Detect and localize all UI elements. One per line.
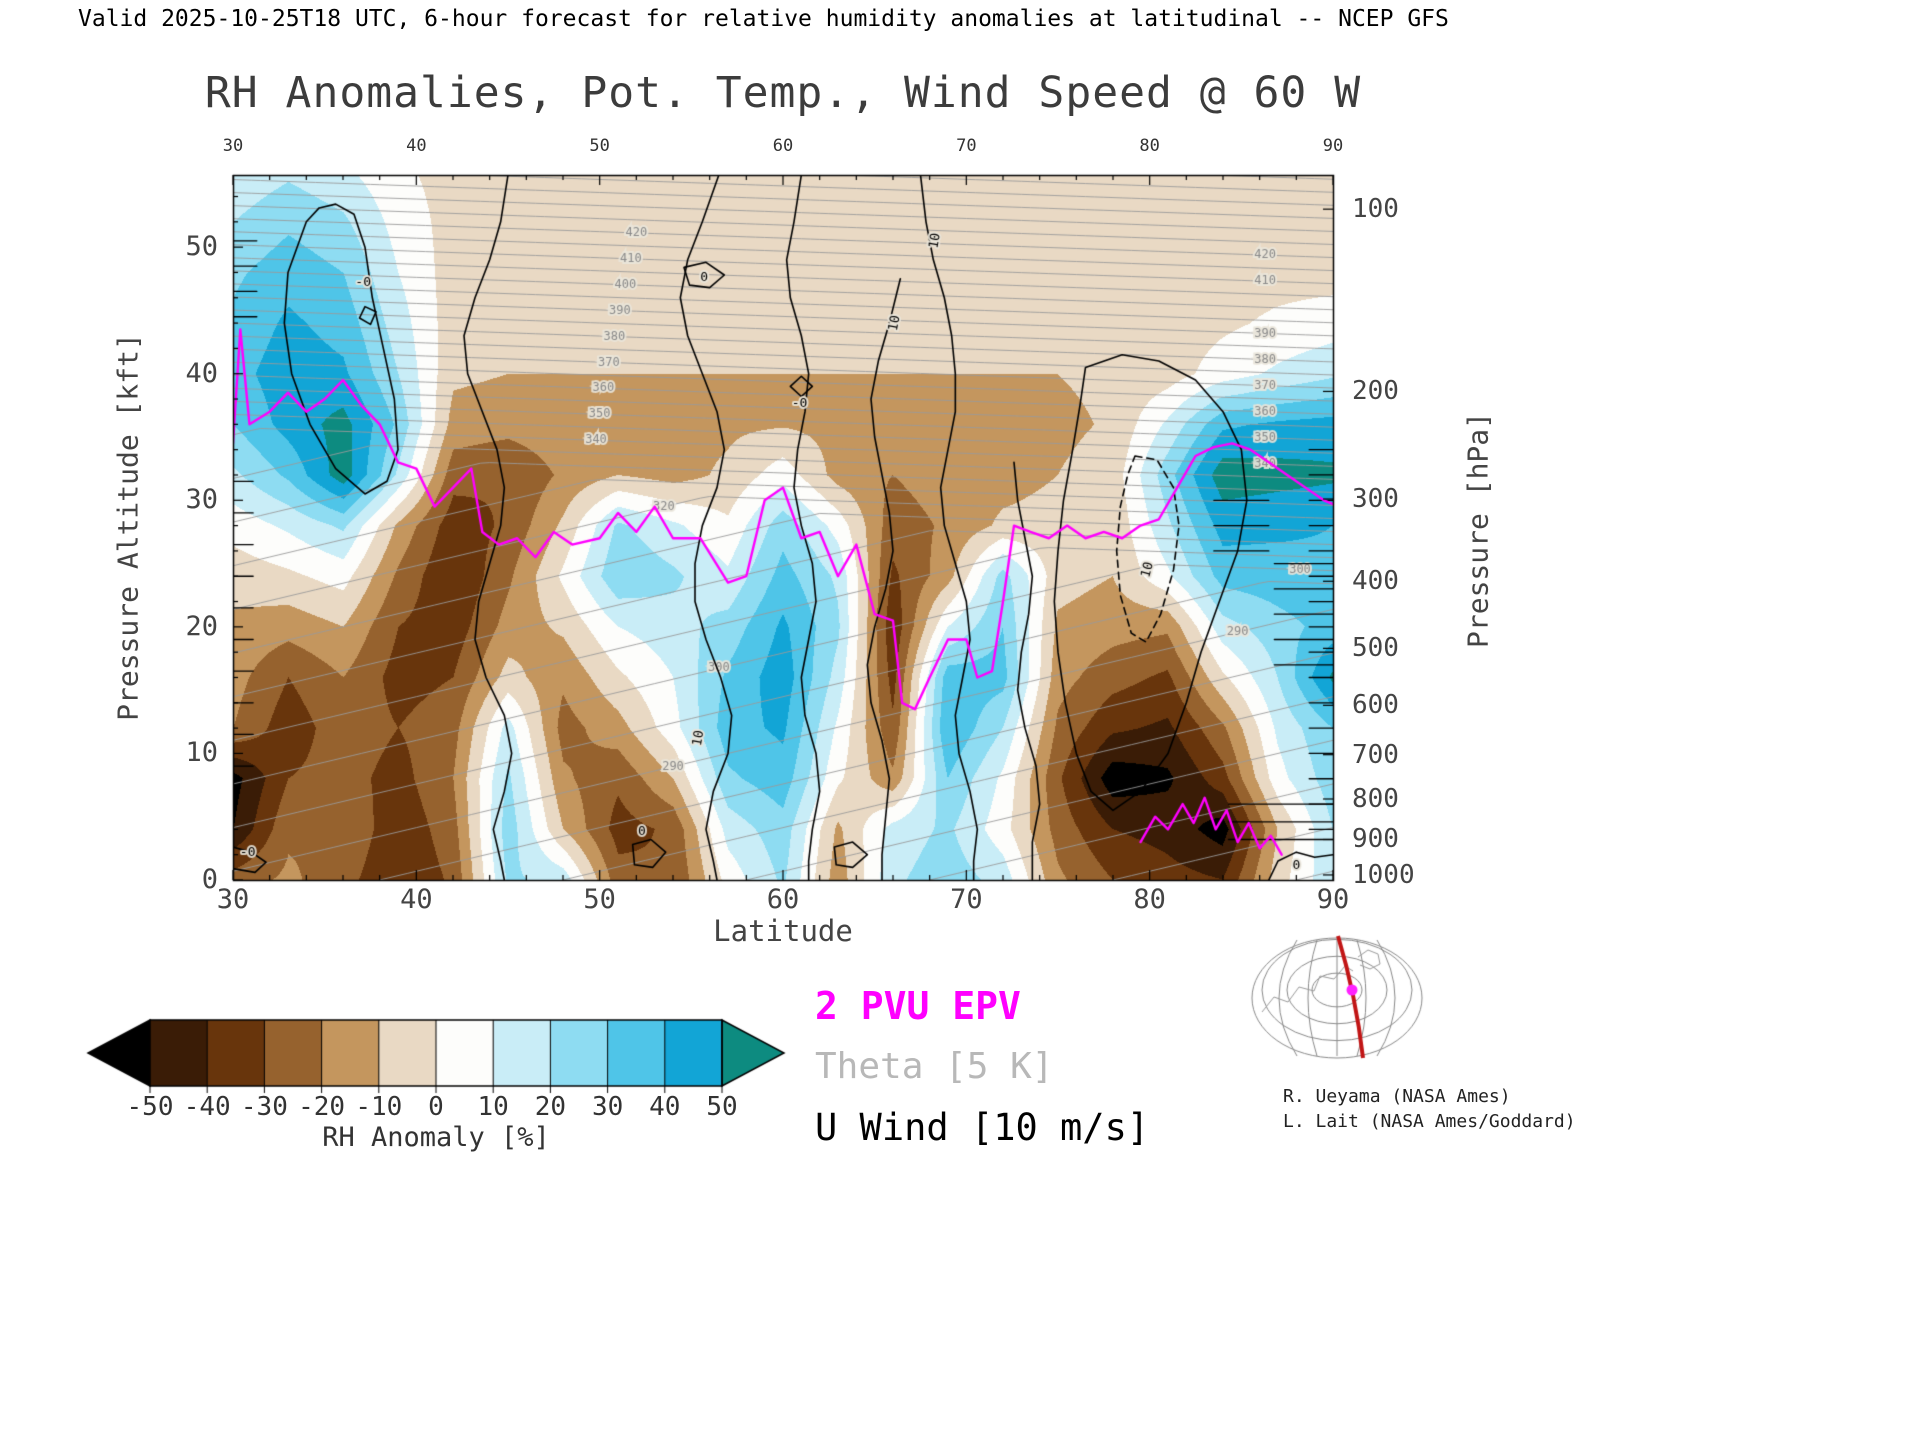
chart-title: RH Anomalies, Pot. Temp., Wind Speed @ 6… [204,68,1362,118]
colorbar-tick-label: -40 [183,1092,231,1122]
x-tick-label: 50 [583,884,616,915]
x-tick-label: 70 [950,884,983,915]
colorbar-tick-label: 30 [591,1092,624,1122]
credit-line-1: R. Ueyama (NASA Ames) [1283,1086,1511,1107]
y-axis-title-right: Pressure [hPa] [1461,411,1495,649]
colorbar-tick-label: -50 [126,1092,174,1122]
pressure-tick-label: 700 [1352,739,1399,770]
legend-theta-label: Theta [5 K] [815,1046,1054,1087]
x-tick-label: 80 [1133,884,1166,915]
legend-uwind-label: U Wind [10 m/s] [815,1106,1150,1149]
pressure-tick-label: 1000 [1352,859,1415,890]
x-axis-title: Latitude [713,914,853,948]
x-tick-label: 40 [400,884,433,915]
x-tick-label-top: 80 [1139,136,1160,156]
colorbar-tick-label: -10 [355,1092,403,1122]
x-tick-label: 60 [766,884,800,915]
y-tick-label: 30 [185,484,218,516]
x-tick-label-top: 50 [589,136,610,156]
colorbar-tick-label: 50 [706,1092,738,1122]
valid-time-header: Valid 2025-10-25T18 UTC, 6-hour forecast… [78,6,1449,32]
x-tick-label: 90 [1316,884,1350,915]
x-tick-label-top: 60 [772,136,794,156]
y-tick-label: 20 [185,610,218,642]
y-tick-label: 0 [201,864,218,895]
y-axis-title-left: Pressure Altitude [kft] [111,333,145,721]
pressure-tick-label: 900 [1352,824,1399,855]
x-tick-label: 30 [216,884,250,915]
colorbar-tick-label: -30 [240,1092,288,1122]
x-tick-label-top: 30 [222,136,244,156]
pressure-tick-label: 400 [1352,566,1399,597]
colorbar-tick-label: 40 [649,1092,681,1122]
colorbar-tick-label: -20 [298,1092,346,1122]
colorbar-caption: RH Anomaly [%] [322,1122,550,1153]
x-tick-label-top: 70 [956,136,977,156]
colorbar-tick-label: 0 [428,1092,444,1122]
pressure-tick-label: 100 [1352,194,1399,225]
credit-line-2: L. Lait (NASA Ames/Goddard) [1283,1111,1576,1132]
pressure-tick-label: 200 [1352,376,1399,407]
colorbar-tick-label: 10 [477,1092,509,1122]
colorbar-tick-label: 20 [534,1092,567,1122]
pressure-tick-label: 600 [1352,690,1399,721]
legend-epv-label: 2 PVU EPV [815,984,1021,1028]
x-tick-label-top: 90 [1322,136,1344,156]
pressure-tick-label: 800 [1352,783,1399,814]
x-tick-label-top: 40 [406,136,427,156]
pressure-tick-label: 500 [1352,633,1399,664]
y-tick-label: 10 [185,737,218,769]
y-tick-label: 40 [185,357,218,389]
pressure-tick-label: 300 [1352,484,1399,515]
y-tick-label: 50 [185,231,218,263]
